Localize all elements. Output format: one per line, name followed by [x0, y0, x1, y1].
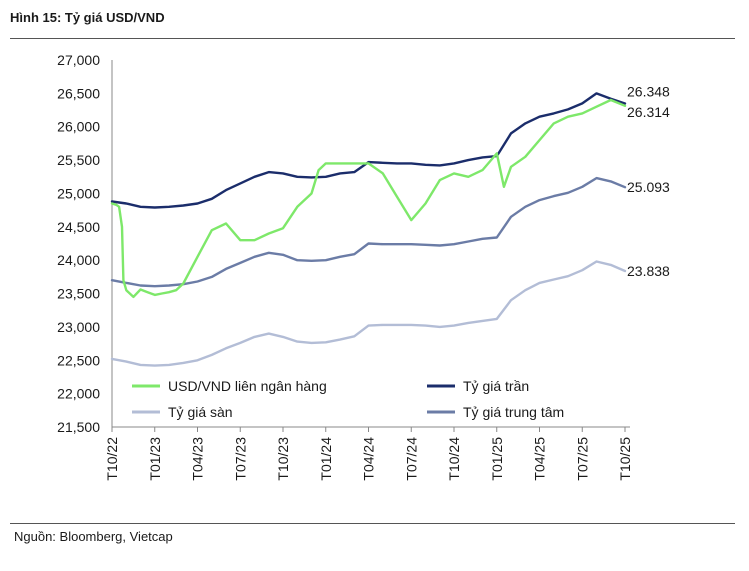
y-tick-label: 25,000 [57, 185, 100, 201]
legend-label-central: Tỷ giá trung tâm [463, 404, 564, 420]
x-tick-label: T10/24 [446, 437, 462, 481]
x-tick-label: T04/23 [190, 437, 206, 481]
y-tick-label: 27,000 [57, 52, 100, 68]
x-tick-label: T01/24 [318, 437, 334, 481]
y-tick-label: 25,500 [57, 152, 100, 168]
x-axis: T10/22 T01/23 T04/23 T07/23 T10/23 T01/24 T04/… [104, 426, 633, 481]
x-tick-label: T04/25 [532, 437, 548, 481]
source-divider [10, 523, 735, 524]
end-label-interbank: 26.314 [627, 104, 670, 120]
end-label-floor: 23.838 [627, 263, 670, 279]
y-tick-label: 22,500 [57, 352, 100, 368]
legend: USD/VND liên ngân hàng Tỷ giá trần Tỷ giá … [132, 378, 564, 420]
end-label-ceiling: 26.348 [627, 84, 670, 100]
y-tick-label: 22,000 [57, 386, 100, 402]
y-axis: 27,000 26,500 26,000 25,500 25,000 24,500 24,0… [57, 52, 113, 435]
legend-label-ceiling: Tỷ giá trần [463, 378, 529, 394]
series-line-interbank [110, 98, 627, 299]
series-lines [110, 92, 627, 367]
y-tick-label: 24,500 [57, 219, 100, 235]
x-tick-label: T01/25 [489, 437, 505, 481]
y-tick-label: 24,000 [57, 252, 100, 268]
y-tick-label: 26,500 [57, 85, 100, 101]
title-divider [10, 38, 735, 39]
legend-label-floor: Tỷ giá sàn [168, 404, 233, 420]
x-tick-label: T07/25 [574, 437, 590, 481]
y-tick-label: 26,000 [57, 119, 100, 135]
x-tick-label: T01/23 [147, 437, 163, 481]
end-labels: 26.348 26.314 25.093 23.838 [627, 84, 670, 279]
line-chart: 27,000 26,500 26,000 25,500 25,000 24,500 24,0… [57, 52, 670, 481]
x-tick-label: T07/23 [232, 437, 248, 481]
end-label-central: 25.093 [627, 179, 670, 195]
series-line-ceiling [110, 92, 627, 209]
y-tick-label: 23,000 [57, 319, 100, 335]
x-tick-label: T07/24 [403, 437, 419, 481]
series-line-floor [110, 260, 627, 367]
x-tick-label: T10/25 [617, 437, 633, 481]
chart-title: Hình 15: Tỷ giá USD/VND [10, 10, 165, 25]
source-note: Nguồn: Bloomberg, Vietcap [14, 529, 173, 544]
x-tick-label: T10/23 [275, 437, 291, 481]
x-tick-label: T04/24 [361, 437, 377, 481]
x-tick-label: T10/22 [104, 437, 120, 481]
y-tick-label: 21,500 [57, 419, 100, 435]
y-tick-label: 23,500 [57, 286, 100, 302]
legend-label-interbank: USD/VND liên ngân hàng [168, 378, 327, 394]
series-line-central [110, 176, 627, 288]
